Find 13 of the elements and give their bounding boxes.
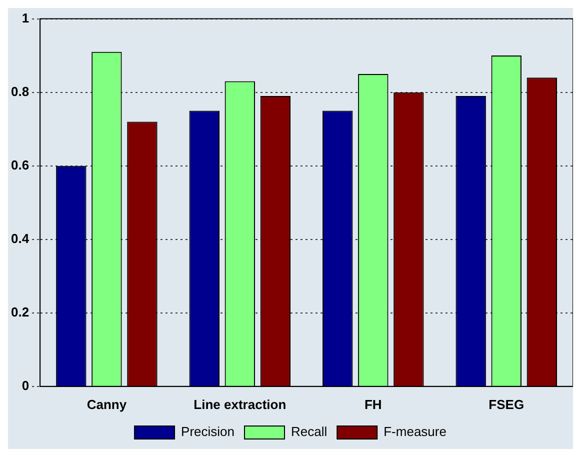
x-tick-label: Canny [86, 396, 128, 412]
x-tick-label: FSEG [488, 396, 524, 412]
y-tick-label: 1 [22, 10, 30, 26]
x-tick-label: Line extraction [194, 396, 286, 412]
y-tick-label: 0.6 [10, 157, 30, 172]
y-tick-label: 0.4 [10, 230, 30, 246]
legend-label: Precision [181, 424, 234, 440]
x-tick-label: FH [364, 396, 382, 412]
y-tick-label: 0 [22, 378, 30, 393]
legend-label: F-measure [384, 424, 446, 440]
y-tick-label: 0.2 [10, 304, 30, 320]
y-tick-label: 0.8 [10, 84, 30, 99]
legend-label: Recall [290, 424, 328, 440]
